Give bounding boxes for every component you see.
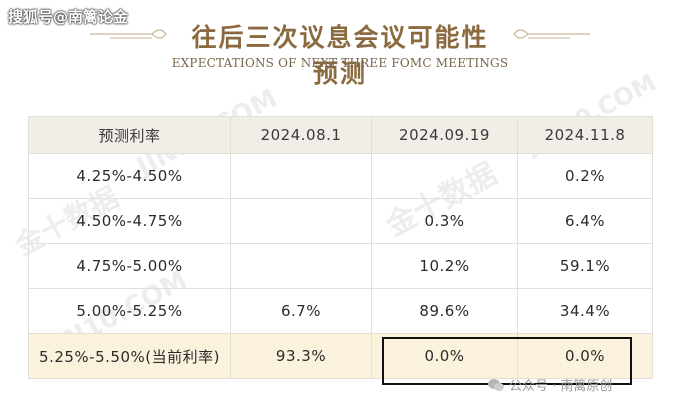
- probability-cell: 6.4%: [517, 198, 653, 244]
- rate-range-cell: 4.75%-5.00%: [28, 243, 231, 289]
- header-meeting-3: 2024.11.8: [517, 116, 653, 154]
- probability-cell: 0.2%: [517, 153, 653, 199]
- page-title: 往后三次议息会议可能性预测: [191, 23, 489, 88]
- title-row: 往后三次议息会议可能性预测: [0, 14, 682, 88]
- left-ornament-icon: [90, 29, 167, 39]
- rate-range-cell: 4.50%-4.75%: [28, 198, 231, 244]
- table-row: 4.25%-4.50% 0.2%: [28, 153, 653, 199]
- probability-cell: [371, 153, 518, 199]
- footer-credit: 公众号 · 南篱原创: [487, 375, 612, 394]
- rate-range-cell: 5.25%-5.50%(当前利率): [28, 333, 231, 379]
- probability-cell: 10.2%: [371, 243, 518, 289]
- probability-cell: 0.0%: [371, 333, 518, 379]
- probability-cell: 89.6%: [371, 288, 518, 334]
- probability-cell: 0.3%: [371, 198, 518, 244]
- table-row: 4.75%-5.00% 10.2% 59.1%: [28, 243, 653, 289]
- highlight-box: [382, 337, 632, 385]
- rate-range-cell: 4.25%-4.50%: [28, 153, 231, 199]
- header-rate: 预测利率: [28, 116, 231, 154]
- probability-cell: [230, 153, 372, 199]
- table-row: 4.50%-4.75% 0.3% 6.4%: [28, 198, 653, 244]
- rate-probability-table: 预测利率 2024.08.1 2024.09.19 2024.11.8 4.25…: [28, 116, 653, 379]
- right-ornament-icon: [513, 29, 590, 39]
- probability-cell: 6.7%: [230, 288, 372, 334]
- wechat-icon: [488, 379, 504, 391]
- table-row: 5.00%-5.25% 6.7% 89.6% 34.4%: [28, 288, 653, 334]
- table-header-row: 预测利率 2024.08.1 2024.09.19 2024.11.8: [28, 116, 653, 154]
- header-meeting-1: 2024.08.1: [230, 116, 372, 154]
- probability-cell: [230, 243, 372, 289]
- header-meeting-2: 2024.09.19: [371, 116, 518, 154]
- table-row-current-rate: 5.25%-5.50%(当前利率) 93.3% 0.0% 0.0%: [28, 333, 653, 379]
- probability-cell: 93.3%: [230, 333, 372, 379]
- probability-cell: 59.1%: [517, 243, 653, 289]
- source-tag: 搜狐号@南篱论金: [8, 8, 129, 26]
- page-subtitle: EXPECTATIONS OF NEXT THREE FOMC MEETINGS: [171, 56, 509, 70]
- probability-cell: [230, 198, 372, 244]
- footer-text: 公众号 · 南篱原创: [509, 379, 613, 394]
- rate-range-cell: 5.00%-5.25%: [28, 288, 231, 334]
- probability-cell: 34.4%: [517, 288, 653, 334]
